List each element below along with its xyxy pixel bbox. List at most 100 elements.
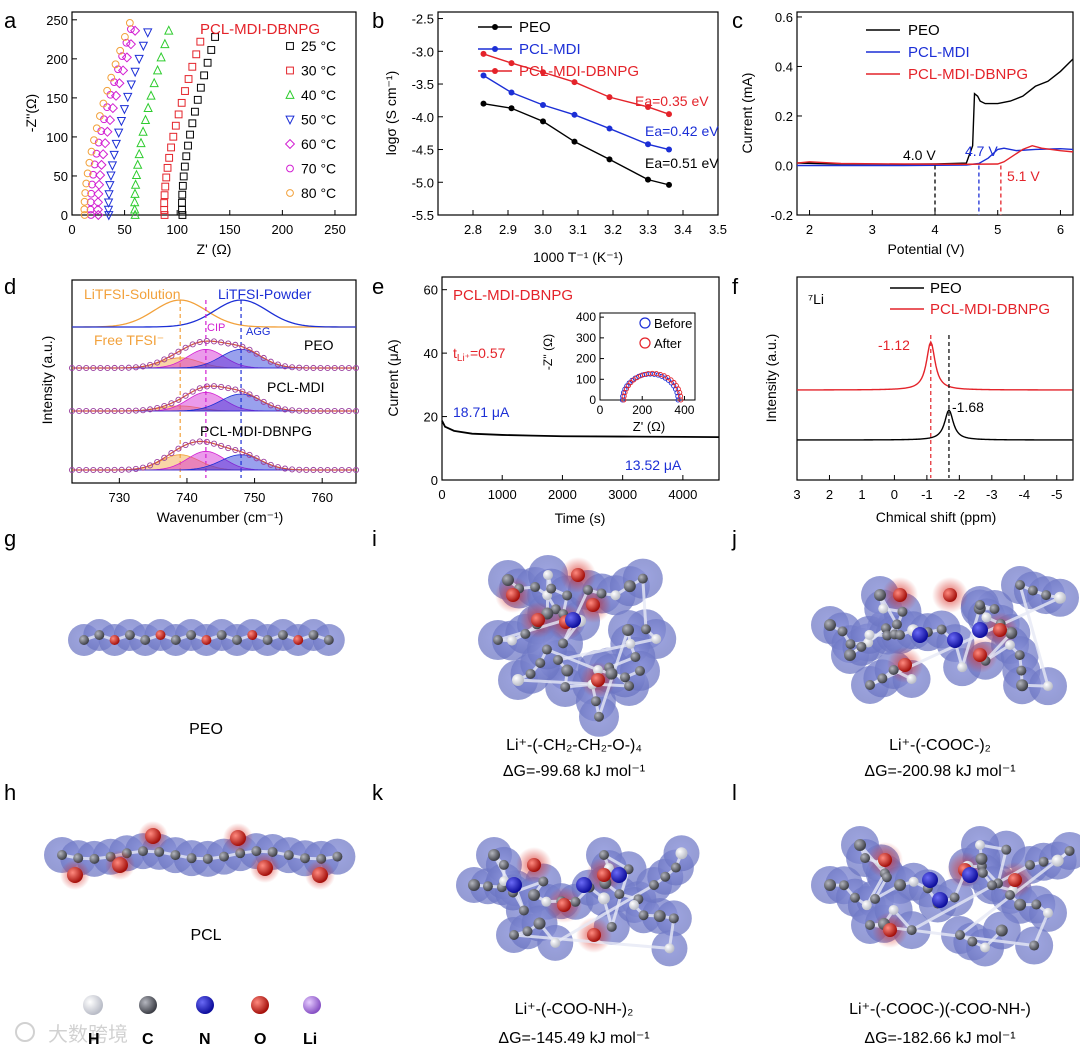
panel-b-point — [606, 156, 613, 163]
panel-d-data-point — [274, 464, 281, 471]
pcl-oxygen — [145, 828, 161, 844]
panel-a-marker-6 — [88, 180, 96, 189]
panel-d-data-point — [296, 407, 303, 414]
complex-k-atom — [638, 910, 649, 921]
pcl-carbon — [57, 850, 67, 860]
panel-a-marker-4 — [104, 190, 114, 200]
complex-k-atom — [488, 849, 500, 861]
panel-a-marker-1 — [186, 130, 194, 139]
peo-carbon — [124, 630, 135, 640]
panel-a-marker-7 — [107, 73, 116, 82]
peo-carbon — [323, 635, 334, 645]
panel-a-marker-2 — [196, 37, 205, 46]
peo-carbon — [216, 630, 227, 640]
complex-k-atom — [538, 876, 549, 887]
panel-d-data-point — [260, 458, 267, 465]
panel-c-xtick-label: 3 — [869, 222, 876, 237]
panel-d-data-point — [310, 466, 317, 474]
panel-a-marker-3 — [160, 38, 170, 49]
peo-oxygen — [201, 635, 212, 645]
complex-l-atom — [906, 925, 917, 936]
panel-f-series — [796, 335, 1073, 478]
complex-i-atom — [651, 634, 662, 645]
complex-l-oxygen — [883, 923, 897, 937]
panel-a-marker-1 — [180, 162, 189, 171]
panel-a-marker-7 — [96, 112, 104, 120]
panel-d-data-point — [203, 383, 210, 390]
complex-i-atom — [535, 657, 546, 668]
molecule-li-coonh-complex — [456, 835, 700, 967]
panel-e-inset-ytick-label: 300 — [576, 331, 596, 345]
molecule-bond — [984, 631, 1013, 662]
panel-a-legend-label: 30 °C — [301, 63, 336, 79]
panel-b-series — [480, 50, 672, 188]
panel-d-data-point — [154, 359, 161, 366]
complex-k-atom — [614, 889, 625, 900]
panel-a-marker-4 — [134, 54, 144, 65]
caption-j-dg: ΔG=-200.98 kJ mol⁻¹ — [864, 763, 1015, 780]
molecule-peo — [68, 619, 345, 656]
molecule-pcl — [44, 821, 356, 890]
complex-k-nitrogen — [576, 877, 592, 893]
panel-a-legend-label: 70 °C — [301, 161, 336, 177]
complex-l-nitrogen — [932, 892, 948, 908]
panel-d-data-point — [289, 407, 296, 414]
atom-h-sphere — [83, 995, 103, 1015]
panel-b-point — [645, 103, 651, 110]
panel-a-marker-6 — [94, 138, 103, 147]
panel-d-data-point — [303, 466, 310, 473]
panel-a-marker-7 — [125, 19, 134, 27]
panel-a-marker-2 — [167, 143, 175, 152]
complex-k-atom — [528, 889, 540, 901]
panel-d-label-agg: AGG — [246, 326, 270, 338]
panel-b-legend-marker — [492, 24, 498, 30]
complex-k-oxygen — [557, 898, 571, 912]
panel-d-data-point — [267, 461, 274, 468]
panel-a-marker-3 — [131, 169, 142, 179]
panel-b-xtick-label: 2.8 — [464, 222, 482, 237]
panel-f-label-red: -1.12 — [878, 337, 910, 353]
complex-l-atom — [995, 924, 1008, 937]
panel-b-xtick-label: 3.0 — [534, 222, 552, 237]
atom-n-sphere — [196, 996, 214, 1014]
caption-l-dg: ΔG=-182.66 kJ mol⁻¹ — [864, 1030, 1015, 1047]
complex-i-atom — [622, 624, 634, 636]
complex-i-atom — [640, 624, 651, 635]
panel-a-marker-7 — [120, 33, 129, 41]
complex-i-atom — [520, 628, 531, 639]
panel-d-label-powder: LiTFSI-Powder — [218, 286, 312, 302]
panel-a-marker-7 — [85, 158, 94, 167]
panel-d-data-point — [189, 388, 196, 395]
panel-d-chart: 730 740 750 760 LiTFSI-Solution LiTFSI-Powd… — [39, 279, 360, 525]
panel-b-xtick-label: 3.2 — [604, 222, 622, 237]
panel-d-data-point — [132, 465, 139, 472]
panel-a-marker-1 — [178, 198, 186, 207]
panel-a-marker-1 — [178, 205, 186, 214]
panel-a-marker-6 — [86, 205, 95, 214]
panel-c-ytick-label: 0.2 — [775, 109, 793, 124]
panel-letter-g: g — [4, 526, 16, 551]
panel-c-line-2 — [796, 144, 1074, 165]
panel-a-marker-2 — [160, 191, 169, 200]
panel-c-ytick-label: 0.0 — [775, 158, 793, 173]
complex-j-atom — [1016, 665, 1027, 676]
panel-a-xtick-label: 200 — [272, 222, 294, 237]
complex-k-nitrogen — [506, 877, 522, 893]
caption-j-species: Li⁺-(-COOC-)₂ — [889, 737, 991, 754]
panel-a-marker-3 — [129, 196, 140, 207]
panel-a-marker-3 — [129, 204, 140, 214]
panel-a-marker-3 — [130, 209, 140, 219]
panel-d-data-point — [246, 346, 253, 353]
complex-k-atom — [653, 910, 666, 923]
panel-d-data-point — [310, 407, 317, 415]
molecule-bond — [517, 678, 630, 688]
panel-d-data-point — [175, 396, 182, 403]
panel-d-data-point — [260, 398, 267, 405]
panel-d-data-point — [210, 338, 218, 345]
panel-b-xtick-label: 3.1 — [569, 222, 587, 237]
panel-b-xtick-label: 3.5 — [709, 222, 727, 237]
complex-k-atom — [597, 892, 610, 905]
panel-f-legend: PEO PCL-MDI-DBNPG — [890, 280, 1050, 318]
